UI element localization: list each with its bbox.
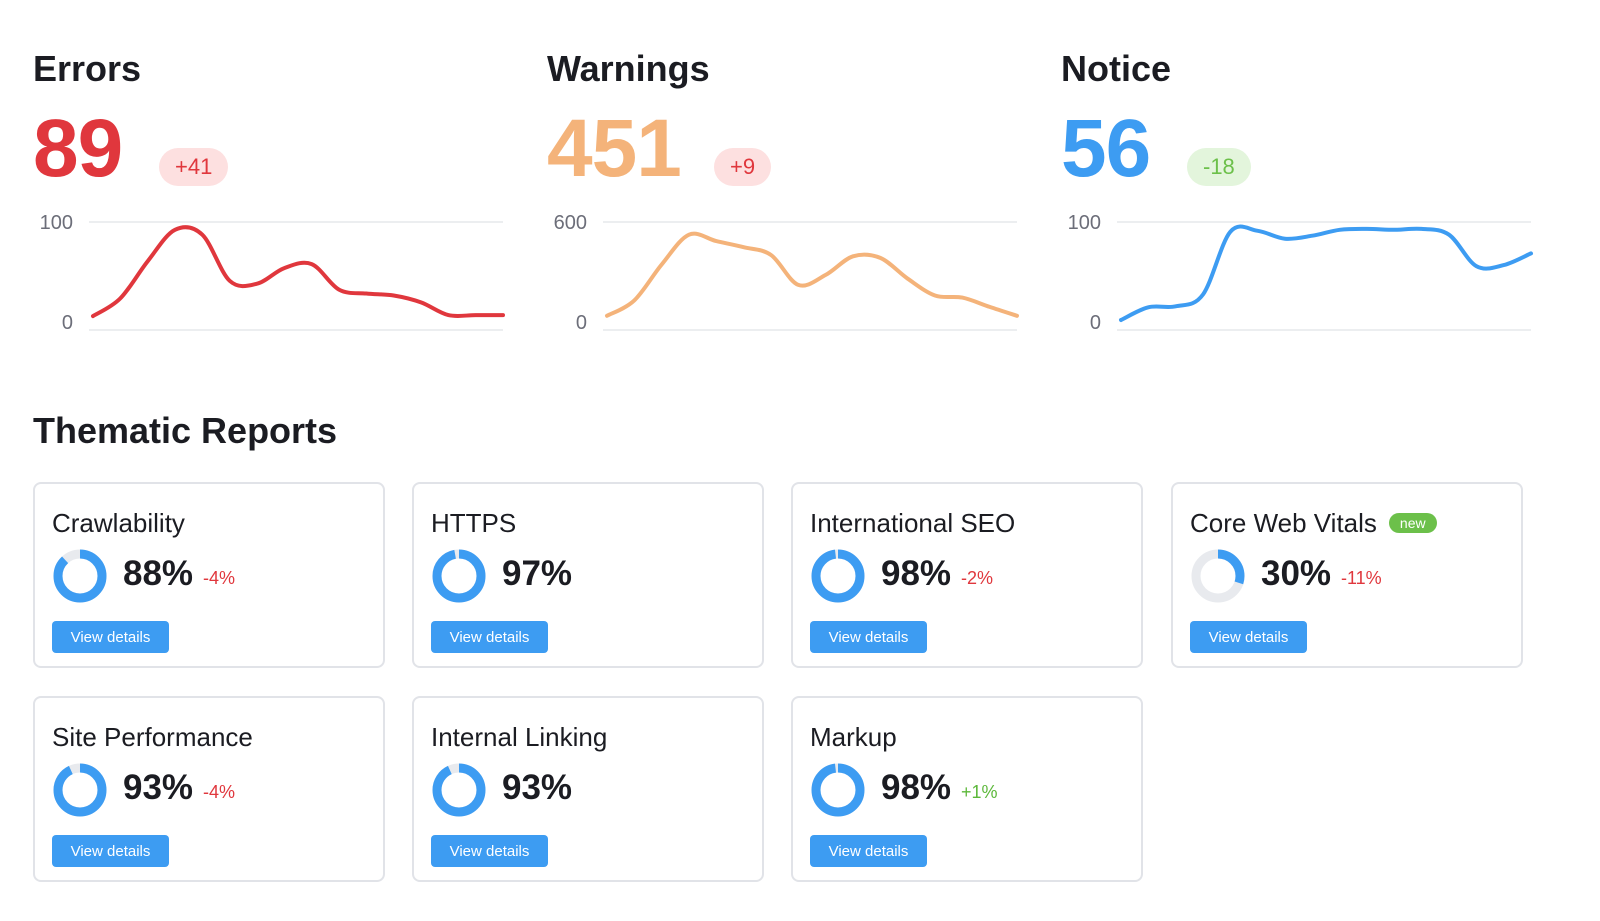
report-name: Core Web Vitals new bbox=[1190, 508, 1437, 539]
donut-fill bbox=[432, 549, 486, 603]
donut-fill bbox=[432, 763, 486, 817]
warnings-panel: Warnings 451 +9 600 0 bbox=[547, 0, 1047, 360]
view-details-button[interactable]: View details bbox=[52, 835, 169, 867]
report-name-label: Crawlability bbox=[52, 508, 185, 538]
score-percent: 98% bbox=[881, 554, 952, 593]
errors-delta-badge: +41 bbox=[159, 148, 229, 186]
errors-panel: Errors 89 +41 100 0 bbox=[33, 0, 533, 360]
donut-fill bbox=[53, 763, 107, 817]
report-name: Markup bbox=[810, 722, 897, 753]
score-donut-chart bbox=[53, 763, 107, 817]
warnings-count: 451 bbox=[547, 103, 682, 194]
notice-trend-chart: 100 0 bbox=[1068, 212, 1533, 334]
warnings-delta-badge: +9 bbox=[714, 148, 772, 186]
report-name: International SEO bbox=[810, 508, 1015, 539]
report-name-label: Markup bbox=[810, 722, 897, 752]
score-percent: 98% bbox=[881, 768, 952, 807]
errors-count: 89 bbox=[33, 103, 123, 194]
report-name: Internal Linking bbox=[431, 722, 607, 753]
view-details-button[interactable]: View details bbox=[810, 621, 927, 653]
notice-count: 56 bbox=[1061, 103, 1151, 194]
notice-title: Notice bbox=[1061, 48, 1172, 89]
notice-panel: Notice 56 -18 100 0 bbox=[1061, 0, 1561, 360]
score-donut-chart bbox=[1191, 549, 1245, 603]
report-name-label: Internal Linking bbox=[431, 722, 608, 752]
score-percent: 97% bbox=[502, 554, 573, 593]
warnings-axis-max: 600 bbox=[554, 212, 587, 234]
warnings-trend-chart: 600 0 bbox=[554, 212, 1019, 334]
errors-axis-max: 100 bbox=[40, 212, 73, 234]
warnings-title: Warnings bbox=[547, 48, 710, 89]
warnings-axis-min: 0 bbox=[576, 312, 587, 334]
new-badge: new bbox=[1388, 513, 1437, 533]
errors-trend-chart: 100 0 bbox=[40, 212, 505, 334]
warnings-trend-line bbox=[605, 231, 1019, 318]
score-delta: -4% bbox=[203, 782, 236, 802]
score-donut-chart bbox=[432, 549, 486, 603]
score-delta: -11% bbox=[1341, 568, 1382, 588]
report-card-crawlability: Crawlability 88% -4% View details bbox=[33, 482, 385, 668]
report-card-international-seo: International SEO 98% -2% View details bbox=[791, 482, 1143, 668]
report-name-label: Site Performance bbox=[52, 722, 253, 752]
score-delta: -2% bbox=[961, 568, 994, 588]
score-donut-chart bbox=[811, 549, 865, 603]
report-card-markup: Markup 98% +1% View details bbox=[791, 696, 1143, 882]
report-name: Crawlability bbox=[52, 508, 185, 539]
report-name-label: International SEO bbox=[810, 508, 1016, 538]
report-name: HTTPS bbox=[431, 508, 516, 539]
notice-axis-max: 100 bbox=[1068, 212, 1101, 234]
view-details-button[interactable]: View details bbox=[431, 621, 548, 653]
score-percent: 88% bbox=[123, 554, 194, 593]
report-card-core-web-vitals: Core Web Vitals new 30% -11% View details bbox=[1171, 482, 1523, 668]
notice-delta-badge: -18 bbox=[1187, 148, 1251, 186]
score-delta: -4% bbox=[203, 568, 236, 588]
notice-trend-line bbox=[1119, 224, 1533, 322]
score-percent: 93% bbox=[502, 768, 573, 807]
report-name: Site Performance bbox=[52, 722, 253, 753]
donut-fill bbox=[811, 763, 865, 817]
errors-title: Errors bbox=[33, 48, 142, 89]
score-donut-chart bbox=[432, 763, 486, 817]
errors-axis-min: 0 bbox=[62, 312, 73, 334]
donut-fill bbox=[811, 549, 865, 603]
view-details-button[interactable]: View details bbox=[1190, 621, 1307, 653]
view-details-button[interactable]: View details bbox=[810, 835, 927, 867]
report-name-label: Core Web Vitals bbox=[1190, 508, 1377, 538]
notice-axis-min: 0 bbox=[1090, 312, 1101, 334]
report-card-https: HTTPS 97% View details bbox=[412, 482, 764, 668]
report-name-label: HTTPS bbox=[431, 508, 517, 538]
thematic-reports-title: Thematic Reports bbox=[33, 410, 338, 451]
score-percent: 30% bbox=[1261, 554, 1332, 593]
score-donut-chart bbox=[811, 763, 865, 817]
score-delta: +1% bbox=[961, 782, 998, 802]
donut-fill bbox=[53, 549, 107, 603]
report-card-internal-linking: Internal Linking 93% View details bbox=[412, 696, 764, 882]
view-details-button[interactable]: View details bbox=[52, 621, 169, 653]
errors-trend-line bbox=[91, 225, 505, 319]
view-details-button[interactable]: View details bbox=[431, 835, 548, 867]
score-donut-chart bbox=[53, 549, 107, 603]
score-percent: 93% bbox=[123, 768, 194, 807]
donut-fill bbox=[1191, 549, 1245, 603]
report-card-site-performance: Site Performance 93% -4% View details bbox=[33, 696, 385, 882]
